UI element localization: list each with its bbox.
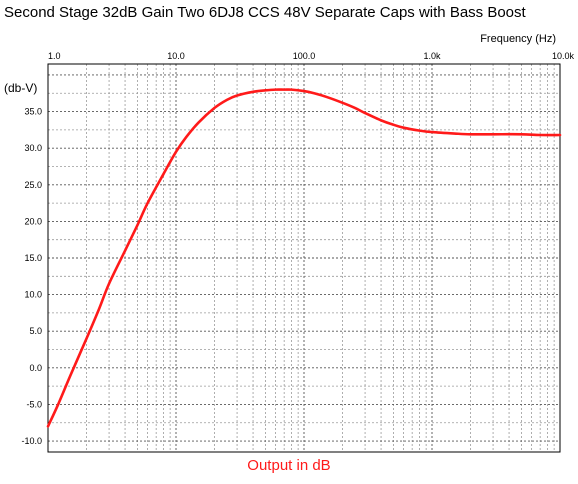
y-tick-label: 35.0 xyxy=(24,107,42,117)
y-tick-label: 25.0 xyxy=(24,180,42,190)
y-tick-labels: 35.0 30.0 25.0 20.0 15.0 10.0 5.0 0.0 -5.0 -10.0 xyxy=(21,107,42,446)
x-axis-label: Frequency (Hz) xyxy=(480,33,556,45)
chart-title: Second Stage 32dB Gain Two 6DJ8 CCS 48V … xyxy=(4,4,526,21)
x-tick-label: 10.0k xyxy=(552,51,575,61)
y-tick-label: 5.0 xyxy=(29,326,42,336)
y-axis-label: (db-V) xyxy=(4,81,38,95)
series-layer xyxy=(46,88,562,428)
plot-frame xyxy=(47,63,561,453)
series-line-output-db xyxy=(46,88,562,428)
y-tick-label: 0.0 xyxy=(29,363,42,373)
x-tick-label: 10.0 xyxy=(167,51,185,61)
y-tick-label: 15.0 xyxy=(24,253,42,263)
x-tick-labels: 1.0 10.0 100.0 1.0k 10.0k xyxy=(48,51,574,61)
y-tick-label: -5.0 xyxy=(26,399,42,409)
x-tick-label: 1.0 xyxy=(48,51,61,61)
y-tick-label: 10.0 xyxy=(24,290,42,300)
series-legend-label: Output in dB xyxy=(247,457,331,474)
y-tick-label: -10.0 xyxy=(21,436,42,446)
y-tick-label: 20.0 xyxy=(24,216,42,226)
x-tick-label: 100.0 xyxy=(293,51,316,61)
y-tick-label: 30.0 xyxy=(24,143,42,153)
x-tick-label: 1.0k xyxy=(423,51,441,61)
